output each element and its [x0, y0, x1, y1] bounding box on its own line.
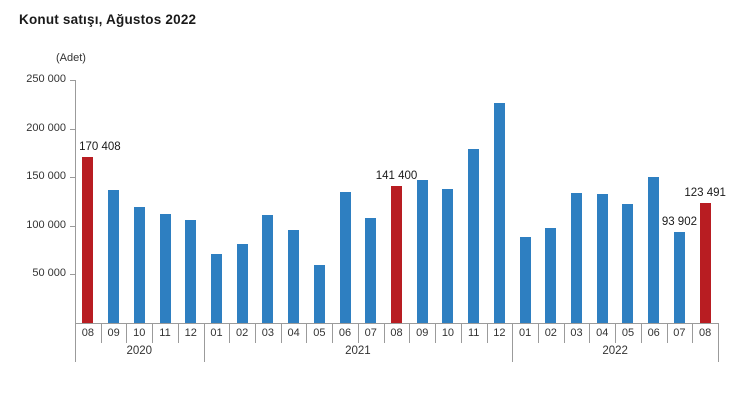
bar — [159, 213, 171, 323]
month-separator — [666, 324, 668, 343]
x-axis-month-label: 06 — [338, 327, 352, 339]
month-separator — [255, 324, 257, 343]
x-axis-month-label: 04 — [596, 327, 609, 339]
month-separator — [229, 324, 231, 343]
month-separator — [589, 324, 591, 343]
x-axis-month-label: 10 — [441, 327, 455, 339]
month-separator — [615, 324, 617, 343]
x-axis-month-label: 02 — [236, 327, 249, 339]
bar — [262, 214, 274, 323]
x-axis-right-edge — [718, 323, 719, 362]
y-axis-tick-label: 150 000 — [26, 170, 66, 183]
bar — [571, 192, 583, 323]
y-axis-tick-label: 100 000 — [26, 218, 66, 231]
month-separator — [537, 324, 539, 343]
y-axis-tick-label: 50 000 — [32, 267, 66, 280]
y-axis-tick-label: 250 000 — [26, 73, 66, 85]
month-separator — [383, 324, 385, 343]
y-axis-tick-mark — [70, 177, 75, 179]
bar — [545, 228, 557, 323]
bar-value-label: 93 902 — [661, 215, 697, 228]
x-axis-month-label: 04 — [287, 327, 300, 339]
chart-title: Konut satışı, Ağustos 2022 — [19, 12, 197, 27]
bar — [596, 193, 608, 323]
x-axis-month-label: 05 — [621, 327, 635, 339]
bar — [365, 218, 377, 323]
x-axis-month-label: 11 — [159, 327, 171, 339]
y-axis-tick-mark — [70, 274, 75, 276]
bar-value-label: 123 491 — [684, 186, 726, 199]
x-axis-month-label: 03 — [261, 327, 275, 339]
bar — [236, 244, 248, 323]
bar — [339, 192, 351, 323]
x-axis-month-label: 09 — [107, 327, 120, 339]
x-axis-month-label: 06 — [647, 327, 660, 339]
month-separator — [486, 324, 488, 343]
x-axis-month-label: 12 — [184, 327, 197, 339]
x-axis-month-label: 08 — [699, 327, 712, 339]
bar — [468, 149, 480, 323]
x-axis-year-label: 2021 — [345, 345, 371, 357]
month-separator — [563, 324, 565, 343]
month-separator — [280, 324, 282, 343]
x-axis-month-label: 09 — [416, 327, 429, 339]
bar-value-label: 170 408 — [79, 141, 121, 154]
month-separator — [409, 324, 411, 343]
x-axis-month-label: 01 — [518, 327, 532, 339]
month-separator — [100, 324, 102, 343]
x-axis-month-label: 07 — [673, 327, 686, 339]
bar — [313, 265, 325, 323]
bar — [442, 189, 454, 323]
month-separator — [177, 324, 179, 343]
bar — [699, 202, 711, 323]
month-separator — [357, 324, 359, 343]
y-axis-tick-label: 200 000 — [26, 121, 66, 134]
y-axis-tick-mark — [70, 128, 75, 130]
bar — [622, 203, 634, 323]
month-separator — [460, 324, 462, 343]
bar — [185, 219, 197, 323]
y-axis-line — [75, 80, 76, 362]
bar — [493, 102, 505, 323]
year-group-separator — [512, 323, 514, 362]
bar — [391, 185, 402, 323]
x-axis-year-label: 2022 — [602, 345, 628, 357]
bar — [416, 180, 428, 323]
bar — [108, 190, 120, 323]
bar — [519, 237, 531, 323]
month-separator — [435, 324, 437, 343]
y-axis-tick-mark — [70, 225, 75, 227]
month-separator — [640, 324, 642, 343]
month-separator — [306, 324, 308, 343]
x-axis-month-label: 01 — [210, 327, 223, 339]
month-separator — [152, 324, 154, 343]
month-separator — [126, 324, 128, 343]
x-axis-month-label: 03 — [570, 327, 583, 339]
bar — [648, 176, 660, 323]
x-axis-month-label: 07 — [364, 327, 377, 339]
bar — [210, 254, 222, 323]
y-axis-tick-mark — [70, 80, 75, 81]
x-axis-month-label: 11 — [467, 327, 480, 339]
x-axis-month-label: 10 — [133, 327, 146, 339]
x-axis-month-label: 08 — [390, 327, 403, 339]
x-axis-year-label: 2020 — [126, 345, 153, 357]
x-axis-month-label: 08 — [81, 327, 94, 339]
x-axis-month-label: 02 — [544, 327, 557, 339]
month-separator — [692, 324, 694, 343]
x-axis-month-label: 12 — [493, 327, 506, 339]
bar — [673, 231, 685, 323]
bar-value-label: 141 400 — [375, 169, 418, 182]
month-separator — [332, 324, 334, 343]
bar — [82, 157, 94, 323]
bar — [133, 206, 145, 323]
x-axis-month-label: 05 — [313, 327, 326, 339]
bar — [288, 229, 300, 323]
y-axis-unit-label: (Adet) — [56, 52, 86, 64]
x-axis-line — [75, 323, 719, 324]
year-group-separator — [203, 323, 205, 362]
